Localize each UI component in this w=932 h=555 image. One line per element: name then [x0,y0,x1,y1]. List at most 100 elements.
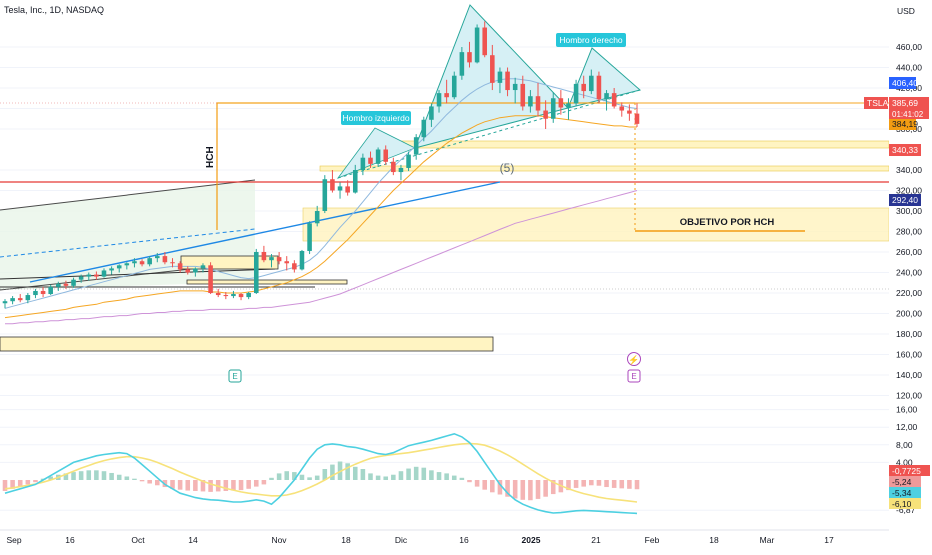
candle-up[interactable] [56,283,61,287]
candle-up[interactable] [512,83,518,91]
candle-down[interactable] [383,149,389,162]
candle-up[interactable] [2,301,8,304]
channel-upper-line[interactable] [0,179,256,211]
candle-down[interactable] [330,179,335,191]
candle-up[interactable] [474,27,480,63]
candle-up[interactable] [253,252,259,293]
candle-down[interactable] [520,83,526,107]
candle-up[interactable] [589,75,594,92]
candle-up[interactable] [48,286,53,295]
candle-up[interactable] [429,106,434,120]
candle-up[interactable] [604,93,609,100]
candle-down[interactable] [482,27,487,56]
candle-up[interactable] [398,167,404,173]
candle-up[interactable] [109,268,114,271]
earnings-marker-past[interactable] [228,369,242,383]
candle-down[interactable] [581,83,586,92]
macd-line[interactable] [4,432,638,515]
candle-down[interactable] [162,256,168,263]
candle-down[interactable] [634,113,640,124]
candle-down[interactable] [215,293,221,296]
candle-down[interactable] [276,257,282,262]
candle-up[interactable] [132,261,137,264]
zone-215[interactable] [186,279,348,285]
candle-up[interactable] [71,279,76,286]
zone-345[interactable] [391,140,890,149]
blue-trend-line[interactable] [29,181,501,283]
candle-up[interactable] [451,75,457,98]
candle-up[interactable] [10,298,15,302]
candle-up[interactable] [573,83,579,104]
candle-down[interactable] [185,269,191,273]
candle-down[interactable] [619,106,625,111]
candle-up[interactable] [322,179,328,211]
candle-up[interactable] [421,119,427,138]
candle-down[interactable] [63,283,69,286]
candle-up[interactable] [246,293,251,298]
candle-up[interactable] [231,294,236,297]
candle-up[interactable] [337,186,343,191]
candle-down[interactable] [261,252,267,261]
candle-down[interactable] [611,93,617,107]
candle-up[interactable] [497,71,503,83]
candle-down[interactable] [391,161,396,173]
candle-down[interactable] [368,157,373,164]
macd-signal-line[interactable] [4,442,638,503]
price-axis[interactable]: USD 460,00440,00420,00400,00380,00340,00… [864,0,932,550]
candle-down[interactable] [223,295,229,297]
candle-down[interactable] [292,263,297,270]
candle-up[interactable] [550,98,556,119]
zone-270[interactable] [302,207,890,242]
candle-up[interactable] [78,276,84,280]
candle-up[interactable] [375,149,381,164]
candle-down[interactable] [17,298,23,301]
candle-up[interactable] [193,268,198,273]
candle-up[interactable] [124,263,130,266]
candle-up[interactable] [86,274,92,277]
candle-up[interactable] [299,250,305,270]
earnings-marker-future[interactable] [627,369,641,383]
candle-up[interactable] [33,290,38,296]
candle-down[interactable] [139,261,145,265]
neckline[interactable] [337,89,641,179]
right-shoulder-triangle[interactable] [567,47,642,109]
candle-down[interactable] [444,93,449,98]
candle-up[interactable] [436,93,442,107]
candle-down[interactable] [238,294,244,298]
candle-down[interactable] [505,71,510,91]
candle-down[interactable] [208,265,213,293]
lightning-event-icon[interactable] [627,352,641,366]
candle-up[interactable] [528,96,533,107]
macd-pane[interactable] [2,432,640,515]
candle-up[interactable] [406,154,411,168]
right-shoulder-badge[interactable] [556,33,626,47]
candle-up[interactable] [269,257,274,261]
channel-mid-dashed[interactable] [0,228,256,258]
candle-down[interactable] [627,110,632,114]
candle-up[interactable] [200,265,206,269]
candle-down[interactable] [596,75,602,100]
left-shoulder-badge[interactable] [341,111,411,125]
candle-down[interactable] [284,261,290,264]
candle-up[interactable] [413,137,419,155]
candle-down[interactable] [94,274,99,277]
candle-down[interactable] [467,52,472,63]
candle-down[interactable] [170,262,175,264]
time-axis[interactable]: Sep 16 Oct 14 Nov 18 Dic 16 2025 21 Feb 18 Mar 17 [0,529,889,545]
lower-trend-line[interactable] [0,268,276,280]
candle-up[interactable] [459,52,465,76]
candle-down[interactable] [40,290,46,295]
zone-322[interactable] [319,165,890,172]
candle-down[interactable] [543,110,548,119]
candle-down[interactable] [535,96,541,111]
candle-down[interactable] [177,263,183,270]
candle-up[interactable] [314,211,320,224]
candle-up[interactable] [25,295,31,301]
zone-160[interactable] [0,336,494,352]
candles[interactable] [2,21,640,309]
candle-up[interactable] [360,157,366,170]
candle-up[interactable] [566,103,571,108]
candle-down[interactable] [490,55,495,83]
